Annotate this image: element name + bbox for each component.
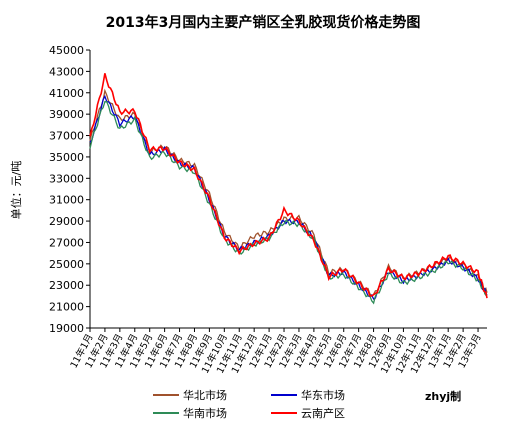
legend-label: 华北市场 [183, 388, 227, 402]
plot-series [89, 73, 488, 305]
series-line-4 [89, 73, 488, 299]
legend-label: 华东市场 [301, 388, 345, 402]
y-tick-label: 21000 [49, 301, 84, 314]
y-tick-label: 39000 [49, 108, 84, 121]
series-line-3 [89, 101, 488, 305]
y-tick-label: 25000 [49, 258, 84, 271]
y-tick-label: 35000 [49, 151, 84, 164]
y-tick-label: 27000 [49, 236, 84, 249]
x-axis-ticks: 11年1月11年2月11年3月11年4月11年5月11年6月11年7月11年8月… [68, 328, 484, 376]
y-axis-label: 单位：元/吨 [9, 161, 23, 220]
y-tick-label: 37000 [49, 130, 84, 143]
legend-label: 云南产区 [301, 406, 345, 420]
legend-label: 华南市场 [183, 406, 227, 420]
y-axis-ticks: 45000 43000 41000 39000 37000 35000 33000 31000… [49, 44, 90, 335]
y-tick-label: 23000 [49, 279, 84, 292]
y-tick-label: 19000 [49, 322, 84, 335]
y-tick-label: 43000 [49, 65, 84, 78]
y-tick-label: 31000 [49, 194, 84, 207]
y-tick-label: 29000 [49, 215, 84, 228]
chart-title: 2013年3月国内主要产销区全乳胶现货价格走势图 [106, 14, 421, 31]
series-line-1 [89, 88, 488, 297]
y-tick-label: 45000 [49, 44, 84, 57]
y-tick-label: 33000 [49, 172, 84, 185]
y-tick-label: 41000 [49, 87, 84, 100]
credit-label: zhyj制 [425, 389, 461, 403]
